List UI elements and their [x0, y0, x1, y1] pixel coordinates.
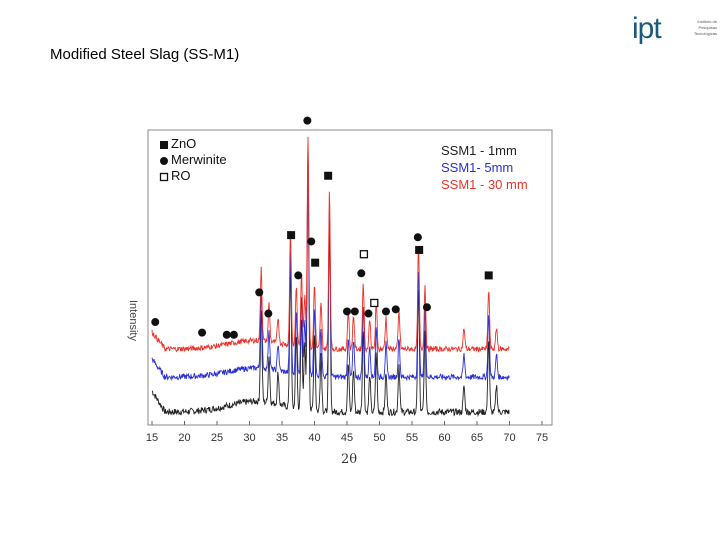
- legend-zno-icon: [160, 141, 168, 149]
- legend-phase-label: ZnO: [171, 136, 196, 151]
- merwinite-marker: [391, 305, 400, 314]
- logo-tagline-3: Tecnológicas: [693, 31, 717, 36]
- legend-series-label: SSM1 - 30 mm: [441, 177, 528, 192]
- x-tick-label: 15: [146, 432, 158, 444]
- legend-phase-label: Merwinite: [171, 152, 227, 167]
- series-layer: [151, 136, 510, 418]
- x-tick-label: 20: [178, 432, 190, 444]
- legend-merwinite-icon: [160, 157, 168, 165]
- merwinite-marker: [357, 269, 366, 278]
- merwinite-marker: [382, 307, 390, 316]
- x-tick-label: 30: [243, 432, 255, 444]
- x-tick-label: 75: [536, 432, 548, 444]
- logo-mark: ipt: [632, 12, 662, 45]
- x-tick-label: 50: [373, 432, 385, 444]
- ipt-logo: ipt Instituto de Pesquisas Tecnológicas: [632, 10, 717, 50]
- x-tick-label: 40: [308, 432, 320, 444]
- legend-phase-label: RO: [171, 168, 191, 183]
- x-tick-label: 65: [471, 432, 483, 444]
- ro-marker: [370, 298, 379, 308]
- merwinite-marker: [198, 328, 207, 337]
- merwinite-marker: [229, 330, 238, 339]
- ro-marker: [359, 250, 369, 259]
- x-tick-label: 60: [438, 432, 450, 444]
- x-tick-label: 25: [211, 432, 223, 444]
- x-tick-label: 55: [406, 432, 418, 444]
- x-tick-label: 35: [276, 432, 288, 444]
- merwinite-marker: [255, 288, 264, 297]
- merwinite-marker: [294, 271, 303, 280]
- merwinite-marker: [151, 318, 160, 327]
- merwinite-marker: [364, 309, 373, 318]
- zno-marker: [311, 258, 320, 267]
- plot-frame: [147, 129, 553, 426]
- logo-tagline-1: Instituto de: [697, 19, 717, 24]
- zno-marker: [324, 171, 333, 180]
- legend-series-label: SSM1 - 1mm: [441, 143, 517, 158]
- zno-marker: [484, 271, 493, 280]
- x-axis: 15 20 25 30 35 40 45 50 55 60 65 70 75 2θ Intensity: [127, 300, 548, 467]
- zno-marker: [287, 231, 296, 240]
- merwinite-marker: [350, 307, 359, 316]
- x-tick-label: 45: [341, 432, 353, 444]
- merwinite-marker: [422, 303, 431, 312]
- merwinite-marker: [413, 233, 422, 242]
- merwinite-marker: [307, 237, 316, 246]
- legend-series-label: SSM1- 5mm: [441, 160, 513, 175]
- merwinite-marker: [343, 307, 351, 316]
- legend-ro-icon: [159, 172, 169, 182]
- x-axis-label: 2θ: [341, 452, 357, 467]
- merwinite-marker: [264, 309, 273, 318]
- plot-border: [147, 129, 553, 426]
- series-line-2: [151, 136, 510, 354]
- merwinite-marker: [222, 330, 231, 339]
- zno-marker: [415, 245, 424, 254]
- logo-tagline-2: Pesquisas: [698, 25, 717, 30]
- marker-layer: [151, 116, 493, 339]
- slide-title: Modified Steel Slag (SS-M1): [50, 46, 240, 63]
- merwinite-marker: [303, 116, 312, 125]
- x-tick-label: 70: [503, 432, 515, 444]
- y-axis-label: Intensity: [127, 300, 139, 341]
